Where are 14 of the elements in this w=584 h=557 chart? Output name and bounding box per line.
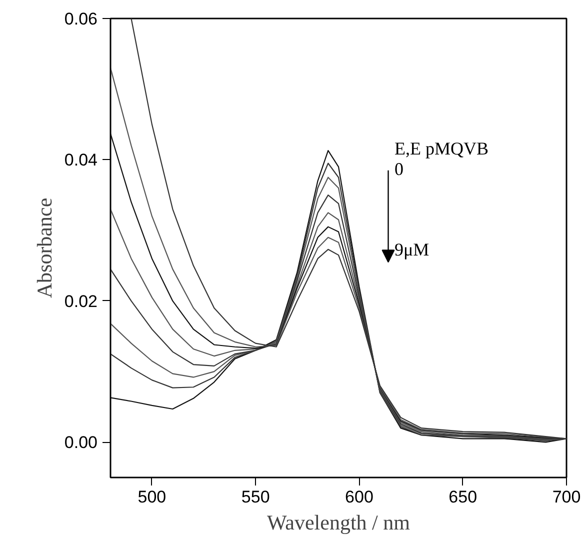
x-tick-label: 600	[345, 488, 374, 506]
y-tick-label: 0.04	[64, 150, 98, 170]
annotation: 0	[394, 158, 404, 179]
y-tick-label: 0.00	[64, 433, 98, 452]
x-tick-label: 700	[552, 488, 581, 506]
annotation: E,E pMQVB	[394, 138, 488, 158]
x-tick-label: 500	[138, 488, 166, 506]
annotation: 9μM	[394, 239, 430, 260]
x-axis-title: Wavelength / nm	[267, 510, 410, 534]
x-tick-label: 650	[448, 488, 478, 506]
y-tick-label: 0.06	[64, 10, 98, 28]
x-tick-label: 550	[241, 488, 270, 506]
y-axis-title: Absorbance	[32, 198, 56, 298]
y-tick-label: 0.02	[64, 292, 98, 311]
